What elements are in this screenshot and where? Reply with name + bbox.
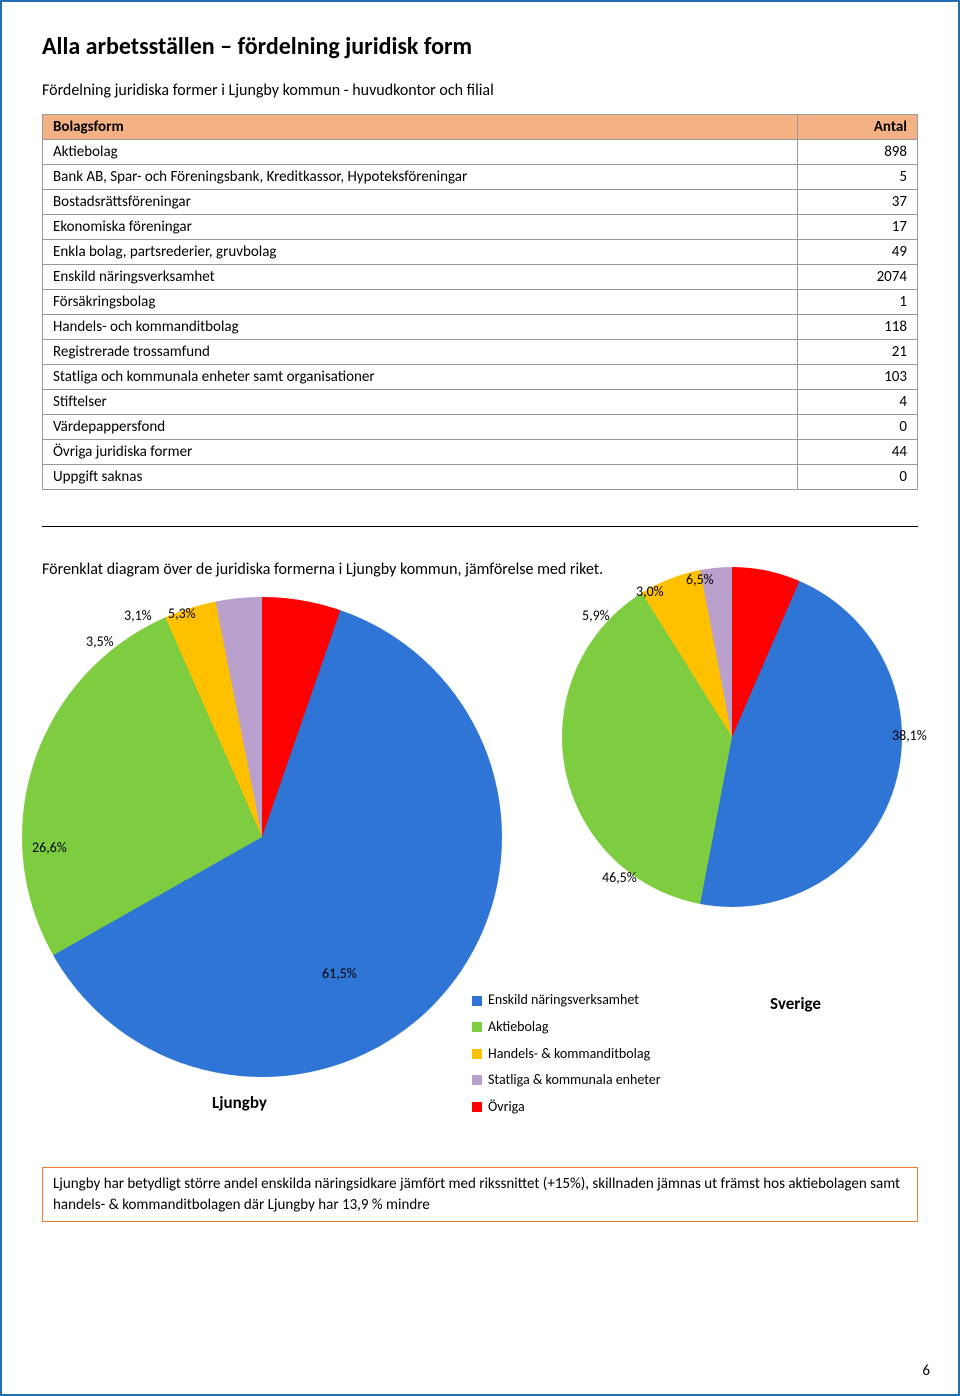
page-title: Alla arbetsställen – fördelning juridisk… <box>42 32 918 61</box>
table-row: Ekonomiska föreningar17 <box>43 215 918 240</box>
table-cell-value: 0 <box>798 465 918 490</box>
legend-label: Handels- & kommanditbolag <box>488 1041 650 1068</box>
legend-swatch <box>472 1102 482 1112</box>
table-row: Enkla bolag, partsrederier, gruvbolag49 <box>43 240 918 265</box>
pct-label: 3,5% <box>86 633 114 650</box>
pct-label: 26,6% <box>32 839 67 856</box>
table-row: Bostadsrättsföreningar37 <box>43 190 918 215</box>
table-cell-value: 1 <box>798 290 918 315</box>
pct-label: 46,5% <box>602 869 637 886</box>
pct-label: 61,5% <box>322 965 357 982</box>
pct-label: 5,3% <box>168 605 196 622</box>
table-cell-value: 21 <box>798 340 918 365</box>
table-row: Bank AB, Spar- och Föreningsbank, Kredit… <box>43 165 918 190</box>
pie-ljungby <box>22 597 502 1077</box>
legend-item: Övriga <box>472 1094 661 1121</box>
bolagsform-table: Bolagsform Antal Aktiebolag898Bank AB, S… <box>42 114 918 490</box>
legend-label: Statliga & kommunala enheter <box>488 1067 661 1094</box>
table-cell-value: 0 <box>798 415 918 440</box>
city-label-sverige: Sverige <box>770 993 821 1014</box>
table-cell-value: 37 <box>798 190 918 215</box>
subtitle: Fördelning juridiska former i Ljungby ko… <box>42 81 918 100</box>
table-cell-label: Statliga och kommunala enheter samt orga… <box>43 365 798 390</box>
pct-label: 38,1% <box>892 727 927 744</box>
charts-container: 3,1% 5,3% 3,5% 26,6% 61,5% Ljungby 3,0% … <box>42 597 918 1157</box>
page-number: 6 <box>922 1362 930 1380</box>
legend-swatch <box>472 996 482 1006</box>
legend-item: Handels- & kommanditbolag <box>472 1041 661 1068</box>
table-cell-value: 118 <box>798 315 918 340</box>
pct-label: 6,5% <box>686 571 714 588</box>
chart-legend: Enskild näringsverksamhetAktiebolagHande… <box>472 987 661 1120</box>
table-row: Värdepappersfond0 <box>43 415 918 440</box>
table-cell-label: Bostadsrättsföreningar <box>43 190 798 215</box>
pie-sverige <box>562 567 902 907</box>
table-cell-value: 4 <box>798 390 918 415</box>
table-row: Registrerade trossamfund21 <box>43 340 918 365</box>
table-cell-label: Aktiebolag <box>43 140 798 165</box>
legend-swatch <box>472 1075 482 1085</box>
table-cell-label: Enskild näringsverksamhet <box>43 265 798 290</box>
table-cell-label: Bank AB, Spar- och Föreningsbank, Kredit… <box>43 165 798 190</box>
legend-label: Övriga <box>488 1094 525 1121</box>
legend-item: Enskild näringsverksamhet <box>472 987 661 1014</box>
pct-label: 3,0% <box>636 583 664 600</box>
table-cell-label: Övriga juridiska former <box>43 440 798 465</box>
table-cell-label: Värdepappersfond <box>43 415 798 440</box>
table-header-value: Antal <box>798 115 918 140</box>
page: Alla arbetsställen – fördelning juridisk… <box>0 0 960 1396</box>
table-cell-value: 103 <box>798 365 918 390</box>
table-cell-label: Registrerade trossamfund <box>43 340 798 365</box>
table-row: Statliga och kommunala enheter samt orga… <box>43 365 918 390</box>
table-cell-value: 44 <box>798 440 918 465</box>
table-cell-label: Handels- och kommanditbolag <box>43 315 798 340</box>
pct-label: 5,9% <box>582 607 610 624</box>
legend-swatch <box>472 1022 482 1032</box>
section-divider <box>42 526 918 527</box>
table-row: Övriga juridiska former44 <box>43 440 918 465</box>
table-cell-value: 2074 <box>798 265 918 290</box>
table-cell-label: Uppgift saknas <box>43 465 798 490</box>
table-row: Uppgift saknas0 <box>43 465 918 490</box>
table-cell-label: Enkla bolag, partsrederier, gruvbolag <box>43 240 798 265</box>
city-label-ljungby: Ljungby <box>212 1092 267 1113</box>
table-cell-value: 5 <box>798 165 918 190</box>
table-row: Enskild näringsverksamhet2074 <box>43 265 918 290</box>
legend-item: Aktiebolag <box>472 1014 661 1041</box>
table-row: Handels- och kommanditbolag118 <box>43 315 918 340</box>
table-header-label: Bolagsform <box>43 115 798 140</box>
table-row: Aktiebolag898 <box>43 140 918 165</box>
table-cell-value: 898 <box>798 140 918 165</box>
footnote: Ljungby har betydligt större andel enski… <box>42 1167 918 1222</box>
table-row: Försäkringsbolag1 <box>43 290 918 315</box>
table-cell-label: Stiftelser <box>43 390 798 415</box>
table-cell-value: 49 <box>798 240 918 265</box>
legend-swatch <box>472 1049 482 1059</box>
legend-label: Aktiebolag <box>488 1014 548 1041</box>
legend-label: Enskild näringsverksamhet <box>488 987 639 1014</box>
legend-item: Statliga & kommunala enheter <box>472 1067 661 1094</box>
table-cell-label: Ekonomiska föreningar <box>43 215 798 240</box>
pct-label: 3,1% <box>124 607 152 624</box>
table-cell-value: 17 <box>798 215 918 240</box>
table-row: Stiftelser4 <box>43 390 918 415</box>
table-cell-label: Försäkringsbolag <box>43 290 798 315</box>
